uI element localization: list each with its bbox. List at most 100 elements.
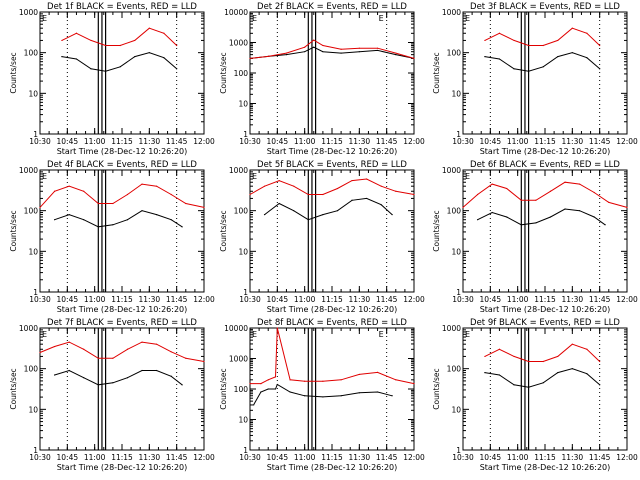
data-point-lld — [498, 348, 501, 350]
data-point-lld — [75, 32, 78, 34]
data-point-events — [276, 383, 278, 386]
x-axis-title: Start Time (28-Dec-12 10:26:20) — [267, 305, 398, 314]
y-tick-label: 10 — [451, 405, 461, 414]
data-point-events — [75, 58, 78, 60]
series-line-lld — [484, 27, 601, 46]
panel-6: Det 6f BLACK = Events, RED = LLD 1 10 100 10… — [432, 160, 638, 314]
data-point-events — [141, 369, 143, 372]
marker-e: E — [42, 14, 47, 23]
data-point-lld — [413, 193, 415, 196]
data-point-lld — [141, 341, 143, 343]
x-tick-label: 11:00 — [294, 453, 316, 462]
data-point-events — [599, 384, 601, 386]
data-point-events — [285, 54, 288, 56]
data-point-events — [586, 373, 588, 375]
data-point-events — [395, 54, 397, 56]
data-point-lld — [68, 341, 70, 343]
panel-title: Det 9f BLACK = Events, RED = LLD — [470, 318, 620, 328]
x-tick-label: 11:15 — [111, 295, 133, 304]
data-point-lld — [476, 193, 479, 196]
data-point-lld — [498, 32, 501, 34]
x-tick-label: 10:30 — [239, 137, 261, 146]
x-tick-label: 11:00 — [294, 295, 316, 304]
data-point-lld — [141, 183, 143, 185]
data-point-events — [97, 226, 99, 228]
data-point-events — [68, 214, 70, 216]
data-point-events — [564, 208, 566, 210]
series-line-lld — [39, 341, 205, 362]
x-tick-label: 12:00 — [193, 137, 215, 146]
data-point-events — [156, 369, 158, 372]
data-point-events — [520, 224, 522, 226]
x-tick-label: 11:30 — [139, 137, 161, 146]
data-point-events — [476, 219, 479, 221]
x-tick-label: 11:15 — [321, 295, 343, 304]
panel-title: Det 2f BLACK = Events, RED = LLD — [257, 2, 407, 12]
data-point-events — [163, 57, 165, 59]
data-point-events — [549, 216, 552, 218]
series-line-lld — [249, 178, 415, 195]
data-point-events — [391, 395, 393, 397]
data-point-lld — [358, 47, 360, 49]
data-point-events — [278, 202, 280, 205]
x-tick-label: 11:15 — [534, 295, 556, 304]
y-tick-label: 1000 — [442, 324, 461, 333]
data-point-events — [134, 56, 136, 58]
panel-title: Det 6f BLACK = Events, RED = LLD — [470, 160, 620, 170]
data-point-lld — [513, 355, 515, 358]
x-tick-label: 11:00 — [84, 295, 106, 304]
data-point-lld — [313, 39, 315, 41]
x-tick-label: 11:15 — [321, 137, 343, 146]
data-point-lld — [322, 193, 324, 196]
series-line-events — [61, 52, 178, 72]
y-tick-label: 10 — [28, 89, 38, 98]
plot-frame — [249, 169, 415, 293]
data-point-events — [170, 375, 172, 377]
data-point-events — [170, 219, 172, 221]
data-point-lld — [413, 383, 415, 385]
data-point-events — [119, 66, 121, 68]
panel-7: Det 7f BLACK = Events, RED = LLD 1 10 100 10… — [9, 318, 215, 472]
data-point-events — [358, 51, 360, 53]
y-tick-label: 10 — [238, 416, 248, 425]
data-point-lld — [61, 39, 63, 42]
x-tick-label: 11:45 — [166, 453, 188, 462]
data-point-lld — [112, 357, 114, 359]
data-point-events — [557, 56, 559, 58]
data-point-lld — [276, 327, 278, 329]
data-point-events — [571, 52, 573, 54]
panel-8: Det 8f BLACK = Events, RED = LLD 1 10 100 10… — [219, 318, 425, 472]
marker-e: E — [42, 330, 47, 339]
y-tick-label: 1 — [33, 130, 38, 139]
series-line-events — [54, 369, 183, 386]
data-point-lld — [263, 185, 266, 187]
data-point-lld — [376, 47, 379, 49]
x-tick-label: 11:45 — [589, 453, 611, 462]
data-point-lld — [307, 193, 309, 196]
data-point-events — [304, 395, 306, 397]
data-point-events — [61, 56, 63, 58]
data-point-lld — [413, 57, 415, 60]
data-point-lld — [340, 48, 342, 50]
data-point-events — [528, 386, 530, 388]
plot-frame — [39, 11, 205, 135]
data-point-events — [484, 56, 486, 58]
data-point-events — [260, 391, 262, 393]
x-tick-label: 10:45 — [267, 295, 289, 304]
x-tick-label: 12:00 — [403, 137, 425, 146]
y-tick-label: 100 — [234, 69, 249, 78]
x-tick-label: 11:30 — [349, 137, 371, 146]
plot-frame — [39, 327, 205, 451]
data-point-lld — [491, 183, 493, 185]
plot-frame — [462, 11, 628, 135]
data-point-events — [579, 210, 581, 212]
data-point-events — [253, 404, 255, 406]
y-tick-label: 10000 — [224, 324, 248, 333]
x-tick-label: 12:00 — [616, 453, 638, 462]
data-point-events — [105, 70, 107, 72]
data-point-events — [528, 70, 530, 72]
series-line-lld — [484, 343, 601, 362]
data-point-lld — [163, 32, 165, 34]
data-point-lld — [586, 32, 588, 34]
y-tick-label: 1 — [243, 130, 248, 139]
